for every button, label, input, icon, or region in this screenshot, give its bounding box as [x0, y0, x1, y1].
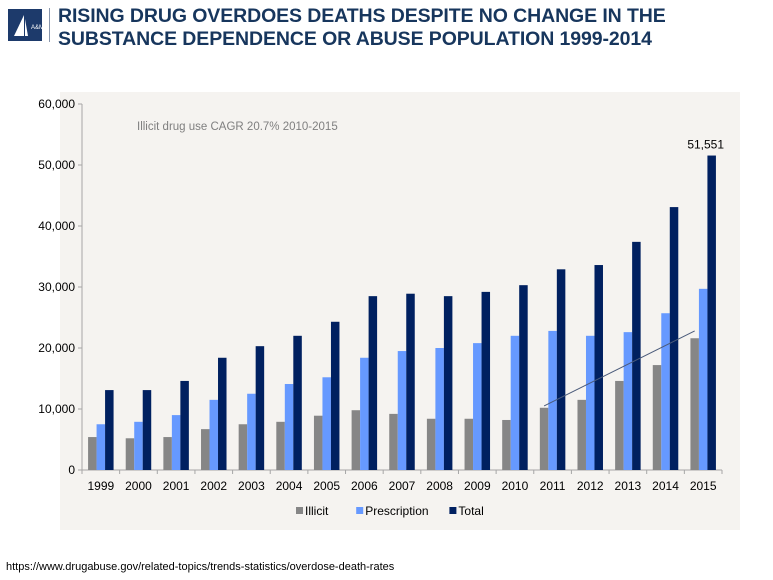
bar-illicit-2012	[577, 399, 586, 470]
legend-label-prescription: Prescription	[365, 504, 428, 518]
bar-illicit-2006	[351, 410, 361, 470]
bar-total-2012	[594, 265, 603, 470]
bar-illicit-2007	[389, 413, 398, 470]
bar-prescription-2001	[171, 415, 181, 470]
x-tick-label: 2002	[200, 479, 227, 493]
bar-illicit-2004	[276, 421, 285, 470]
x-tick-label: 2014	[652, 479, 679, 493]
y-tick-label: 0	[68, 463, 75, 477]
bar-prescription-2012	[585, 335, 595, 470]
x-tick-label: 2003	[238, 479, 265, 493]
title-line-1: RISING DRUG OVERDOES DEATHS DESPITE NO C…	[58, 5, 666, 27]
bar-illicit-2002	[201, 429, 210, 470]
bar-total-1999	[105, 390, 114, 470]
bar-illicit-2014	[652, 365, 662, 470]
bar-total-2003	[255, 346, 265, 470]
bar-prescription-2007	[397, 351, 407, 470]
bar-illicit-2000	[125, 438, 135, 470]
bar-prescription-2009	[473, 343, 482, 470]
bar-total-2013	[632, 241, 641, 470]
bar-illicit-2015	[690, 338, 699, 470]
legend-swatch-prescription	[356, 507, 364, 514]
bar-illicit-2003	[238, 424, 248, 470]
data-label: 51,551	[687, 138, 724, 152]
bar-illicit-2010	[502, 419, 511, 470]
bar-prescription-2003	[247, 393, 256, 470]
y-tick-label: 60,000	[38, 97, 75, 111]
cagr-annotation: Illicit drug use CAGR 20.7% 2010-2015	[137, 121, 338, 133]
bar-total-2009	[481, 291, 491, 470]
bar-prescription-2004	[284, 383, 294, 470]
bar-total-2005	[330, 321, 340, 470]
x-tick-label: 2006	[351, 479, 378, 493]
title-line-2: SUBSTANCE DEPENDENCE OR ABUSE POPULATION…	[58, 28, 652, 50]
x-tick-label: 2015	[690, 479, 717, 493]
bar-total-2011	[556, 269, 566, 470]
x-tick-label: 2000	[125, 479, 152, 493]
x-tick-label: 1999	[87, 479, 114, 493]
y-tick-label: 40,000	[38, 219, 75, 233]
bar-total-2002	[218, 357, 227, 470]
y-tick-label: 30,000	[38, 280, 75, 294]
trend-line	[543, 330, 695, 407]
bar-total-2008	[443, 296, 453, 470]
bar-total-2006	[368, 296, 378, 470]
bar-illicit-2009	[464, 418, 474, 470]
bar-illicit-2011	[539, 407, 549, 470]
bar-prescription-2014	[661, 313, 670, 470]
y-tick-label: 50,000	[38, 158, 75, 172]
bar-total-2010	[519, 285, 528, 470]
source-link[interactable]: https://www.drugabuse.gov/related-topics…	[6, 561, 395, 573]
x-tick-label: 2010	[502, 479, 529, 493]
bar-total-2004	[293, 335, 302, 470]
x-tick-label: 2004	[276, 479, 303, 493]
y-tick-label: 10,000	[38, 402, 75, 416]
bar-prescription-2011	[548, 330, 557, 470]
bar-illicit-2001	[163, 437, 172, 470]
legend-label-illicit: Illicit	[305, 504, 329, 518]
bar-total-2001	[180, 380, 189, 470]
bar-total-2007	[406, 293, 415, 470]
bar-prescription-2000	[134, 421, 143, 470]
bar-prescription-2015	[698, 288, 708, 470]
y-tick-label: 20,000	[38, 341, 75, 355]
bar-prescription-2013	[623, 332, 633, 470]
bar-illicit-2013	[615, 380, 624, 470]
bar-prescription-2010	[510, 335, 520, 470]
bar-illicit-1999	[88, 437, 97, 470]
x-tick-label: 2007	[389, 479, 416, 493]
bar-illicit-2008	[426, 418, 436, 470]
bar-total-2000	[142, 390, 152, 470]
page-title: RISING DRUG OVERDOES DEATHS DESPITE NO C…	[58, 5, 666, 51]
legend-label-total: Total	[458, 504, 483, 518]
x-tick-label: 2008	[426, 479, 453, 493]
svg-text:A&M: A&M	[31, 25, 42, 31]
bar-prescription-2002	[209, 399, 219, 470]
x-tick-label: 2009	[464, 479, 491, 493]
bar-prescription-2008	[435, 348, 444, 470]
company-logo: A&M	[8, 9, 42, 41]
bar-prescription-2006	[360, 357, 369, 470]
x-tick-label: 2001	[163, 479, 190, 493]
x-tick-label: 2013	[615, 479, 642, 493]
bar-prescription-1999	[96, 424, 106, 470]
bar-illicit-2005	[313, 415, 323, 470]
bar-total-2015	[707, 155, 716, 471]
logo-divider	[49, 8, 50, 42]
x-tick-label: 2005	[313, 479, 340, 493]
legend-swatch-total	[449, 507, 457, 514]
x-tick-label: 2012	[577, 479, 604, 493]
legend-swatch-illicit	[296, 507, 303, 514]
bar-prescription-2005	[322, 377, 331, 470]
bar-total-2014	[669, 207, 679, 470]
x-tick-label: 2011	[540, 479, 566, 493]
